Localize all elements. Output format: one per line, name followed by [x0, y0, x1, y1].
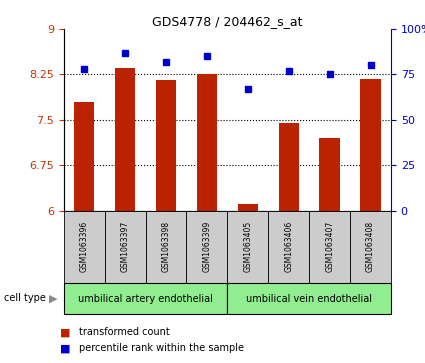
Text: GSM1063398: GSM1063398 [162, 221, 170, 272]
Text: GSM1063408: GSM1063408 [366, 221, 375, 272]
Bar [115, 68, 135, 211]
Text: ■: ■ [60, 343, 70, 354]
Text: cell type: cell type [4, 293, 46, 303]
Text: GSM1063407: GSM1063407 [325, 221, 334, 273]
Bar [227, 211, 268, 283]
Text: percentile rank within the sample: percentile rank within the sample [79, 343, 244, 354]
Bar [64, 211, 105, 283]
Text: transformed count: transformed count [79, 327, 170, 337]
Text: GSM1063399: GSM1063399 [202, 221, 211, 273]
Bar [350, 211, 391, 283]
Bar [64, 283, 227, 314]
Bar [197, 74, 217, 211]
Text: ▶: ▶ [49, 293, 57, 303]
Bar [105, 211, 145, 283]
Text: umbilical artery endothelial: umbilical artery endothelial [78, 294, 213, 303]
Text: GSM1063406: GSM1063406 [284, 221, 293, 273]
Bar [320, 138, 340, 211]
Bar [74, 102, 94, 211]
Bar [309, 211, 350, 283]
Text: GSM1063405: GSM1063405 [244, 221, 252, 273]
Bar [268, 211, 309, 283]
Bar [145, 211, 187, 283]
Bar [238, 204, 258, 211]
Bar [360, 79, 381, 211]
Text: GSM1063396: GSM1063396 [80, 221, 89, 273]
Title: GDS4778 / 204462_s_at: GDS4778 / 204462_s_at [152, 15, 303, 28]
Text: ■: ■ [60, 327, 70, 337]
Bar [227, 283, 391, 314]
Text: umbilical vein endothelial: umbilical vein endothelial [246, 294, 372, 303]
Bar [156, 81, 176, 211]
Bar [187, 211, 227, 283]
Text: GSM1063397: GSM1063397 [121, 221, 130, 273]
Bar [278, 123, 299, 211]
